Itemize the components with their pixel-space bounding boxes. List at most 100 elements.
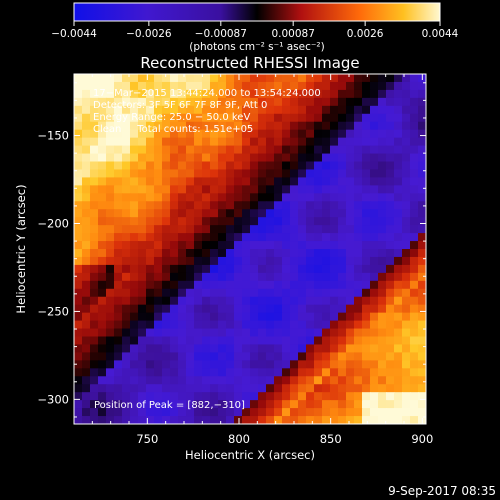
heatmap-cell [266,193,275,202]
heatmap-cell [202,145,211,155]
heatmap-cell [178,264,187,274]
heatmap-cell [146,201,155,210]
heatmap-cell [418,304,426,314]
heatmap-cell [282,121,291,131]
heatmap-cell [186,153,195,163]
heatmap-cell [346,145,355,155]
heatmap-cell [242,296,251,306]
heatmap-cell [178,304,187,314]
heatmap-cell [330,416,339,424]
heatmap-cell [218,328,227,338]
heatmap-cell [330,249,339,258]
heatmap-cell [242,217,251,226]
heatmap-cell [178,241,187,250]
heatmap-cell [218,217,227,226]
heatmap-cell [402,416,411,424]
heatmap-cell [282,217,291,226]
heatmap-cell [370,368,379,377]
heatmap-cell [186,376,195,385]
heatmap-cell [226,169,235,178]
heatmap-cell [378,288,387,298]
heatmap-cell [218,320,227,330]
heatmap-cell [130,328,139,338]
heatmap-cell [266,264,275,274]
heatmap-cell [386,336,395,346]
heatmap-cell [266,400,275,409]
heatmap-cell [122,296,131,306]
heatmap-cell [106,336,115,346]
heatmap-cell [370,288,379,298]
heatmap-cell [418,400,426,409]
heatmap-cell [258,256,267,266]
heatmap-cell [386,137,395,147]
heatmap-cell [114,129,123,139]
heatmap-cell [82,352,91,361]
heatmap-cell [82,376,91,385]
heatmap-cell [170,272,179,282]
heatmap-cell [194,185,203,194]
heatmap-cell [314,121,323,131]
heatmap-cell [154,328,163,338]
heatmap-cell [226,193,235,202]
heatmap-cell [418,408,426,417]
heatmap-cell [394,264,403,274]
heatmap-cell [170,408,179,417]
heatmap-cell [258,400,267,409]
heatmap-cell [226,185,235,194]
heatmap-cell [402,97,411,107]
heatmap-cell [234,161,243,171]
heatmap-cell [330,201,339,210]
heatmap-cell [138,408,147,417]
heatmap-cell [242,272,251,282]
heatmap-cell [186,264,195,274]
heatmap-cell [90,352,99,361]
heatmap-cell [114,153,123,163]
heatmap-cell [362,225,371,234]
heatmap-cell [194,272,203,282]
x-tick-label: 750 [136,432,158,446]
heatmap-cell [162,304,171,314]
heatmap-cell [98,384,107,393]
heatmap-cell [74,280,83,290]
heatmap-cell [162,209,171,218]
heatmap-cell [298,81,307,91]
colorbar-unit-label: (photons cm⁻² s⁻¹ asec⁻²) [189,41,324,53]
heatmap-cell [418,368,426,377]
heatmap-cell [394,328,403,338]
heatmap-cell [274,113,283,123]
heatmap-cell [154,185,163,194]
heatmap-cell [290,217,299,226]
heatmap-cell [330,384,339,393]
heatmap-cell [242,161,251,171]
heatmap-cell [402,312,411,322]
heatmap-cell [194,400,203,409]
heatmap-cell [298,304,307,314]
heatmap-cell [274,193,283,202]
heatmap-cell [354,384,363,393]
heatmap-cell [314,408,323,417]
heatmap-cell [402,336,411,346]
heatmap-cell [194,304,203,314]
heatmap-cell [282,272,291,282]
heatmap-cell [250,296,259,306]
heatmap-cell [194,153,203,163]
heatmap-cell [258,328,267,338]
heatmap-cell [290,105,299,115]
heatmap-cell [106,256,115,266]
heatmap-cell [322,392,331,401]
heatmap-cell [130,416,139,424]
heatmap-cell [338,408,347,417]
heatmap-cell [410,185,419,194]
heatmap-cell [130,153,139,163]
heatmap-cell [90,249,99,258]
heatmap-cell [354,121,363,131]
heatmap-cell [130,264,139,274]
heatmap-cell [314,89,323,99]
plot-frame [73,73,427,425]
heatmap-cell [250,344,259,353]
heatmap-cell [202,288,211,298]
heatmap-cell [402,272,411,282]
heatmap-cell [266,360,275,369]
heatmap-cell [106,201,115,210]
heatmap-cell [306,217,315,226]
